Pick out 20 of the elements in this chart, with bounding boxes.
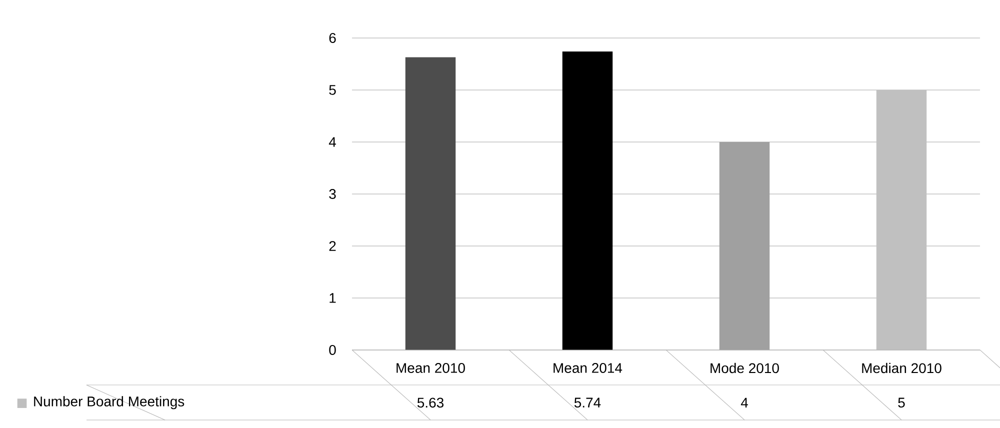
y-tick-label: 1: [330, 293, 336, 303]
x-tick-label: Median 2010: [862, 362, 942, 374]
y-tick-label: 5: [329, 85, 336, 95]
bar: [405, 57, 456, 350]
bar: [562, 52, 613, 350]
legend-label: Number Board Meetings: [34, 396, 184, 410]
data-label: 5.74: [574, 398, 601, 408]
data-label: 5.63: [417, 398, 444, 408]
y-tick-label: 0: [329, 345, 336, 355]
x-tick-label: Mode 2010: [710, 362, 779, 374]
data-label: 5: [898, 398, 905, 408]
y-tick-label: 2: [329, 241, 336, 251]
y-tick-label: 3: [329, 189, 336, 199]
bar: [719, 142, 770, 350]
x-tick-label: Mean 2010: [396, 363, 465, 373]
bar: [876, 90, 927, 350]
y-tick-label: 4: [328, 137, 336, 147]
y-tick-label: 6: [329, 33, 336, 43]
data-label: 4: [740, 398, 748, 408]
x-tick-label: Mean 2014: [554, 363, 622, 373]
